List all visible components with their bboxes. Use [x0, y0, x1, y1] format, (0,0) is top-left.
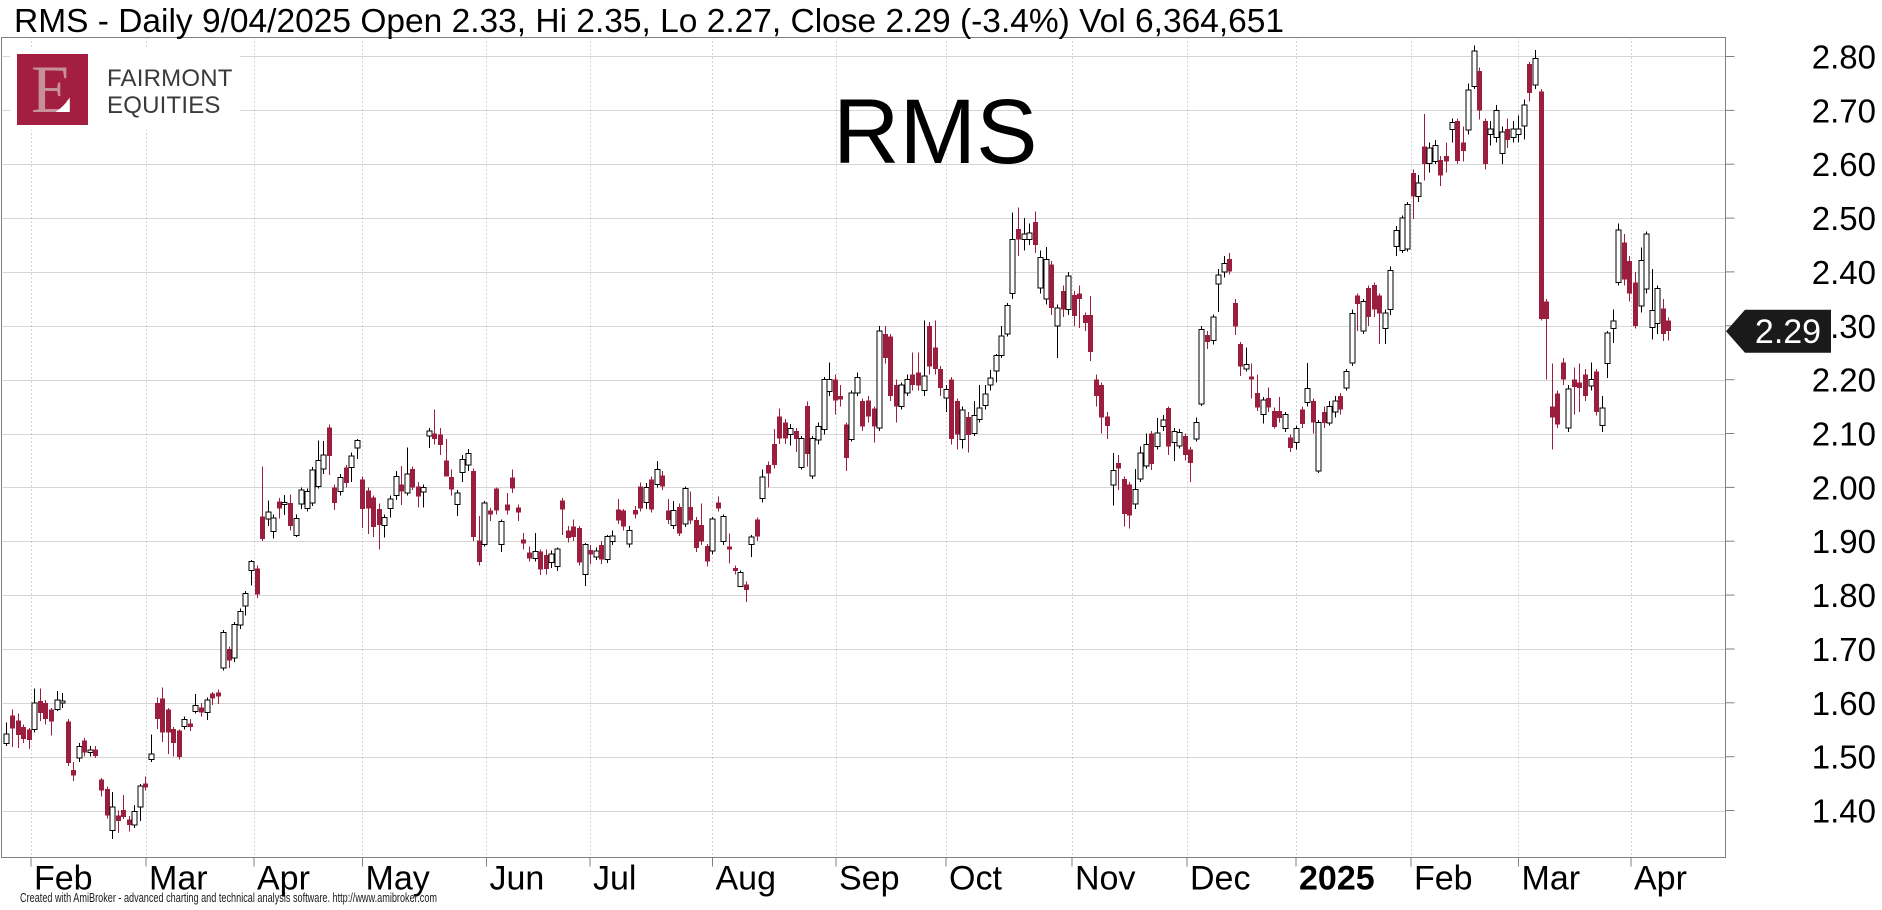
svg-text:EQUITIES: EQUITIES — [107, 92, 221, 119]
svg-text:1.80: 1.80 — [1812, 577, 1876, 614]
svg-text:2.40: 2.40 — [1812, 254, 1876, 291]
svg-text:RMS: RMS — [833, 81, 1037, 183]
svg-text:Mar: Mar — [1522, 860, 1581, 898]
svg-text:Aug: Aug — [716, 860, 777, 898]
svg-text:E: E — [31, 51, 73, 127]
svg-text:1.40: 1.40 — [1812, 793, 1876, 830]
svg-text:FAIRMONT: FAIRMONT — [107, 65, 233, 92]
svg-text:Feb: Feb — [1414, 860, 1473, 898]
svg-text:1.90: 1.90 — [1812, 523, 1876, 560]
svg-text:Jul: Jul — [593, 860, 636, 898]
svg-text:2.00: 2.00 — [1812, 469, 1876, 506]
svg-text:Created with AmiBroker - advan: Created with AmiBroker - advanced charti… — [20, 890, 437, 905]
svg-text:Jun: Jun — [490, 860, 545, 898]
svg-text:2.50: 2.50 — [1812, 200, 1876, 237]
svg-text:2.10: 2.10 — [1812, 416, 1876, 453]
svg-text:Mar: Mar — [149, 860, 208, 898]
svg-text:Nov: Nov — [1075, 860, 1135, 898]
svg-text:2.70: 2.70 — [1812, 92, 1876, 129]
svg-text:2.80: 2.80 — [1812, 39, 1876, 76]
svg-text:1.60: 1.60 — [1812, 685, 1876, 722]
svg-text:2.29: 2.29 — [1755, 313, 1821, 351]
svg-text:Apr: Apr — [257, 860, 310, 898]
svg-text:Apr: Apr — [1634, 860, 1687, 898]
svg-text:RMS - Daily 9/04/2025 Open 2.3: RMS - Daily 9/04/2025 Open 2.33, Hi 2.35… — [14, 3, 1284, 40]
svg-text:1.50: 1.50 — [1812, 739, 1876, 776]
svg-text:1.70: 1.70 — [1812, 631, 1876, 668]
svg-text:Dec: Dec — [1190, 860, 1250, 898]
svg-text:2.20: 2.20 — [1812, 362, 1876, 399]
svg-text:Sep: Sep — [839, 860, 900, 898]
svg-text:Feb: Feb — [34, 860, 93, 898]
svg-text:Oct: Oct — [949, 860, 1002, 898]
svg-text:2.60: 2.60 — [1812, 146, 1876, 183]
svg-text:May: May — [366, 860, 430, 898]
svg-text:2025: 2025 — [1299, 860, 1375, 898]
